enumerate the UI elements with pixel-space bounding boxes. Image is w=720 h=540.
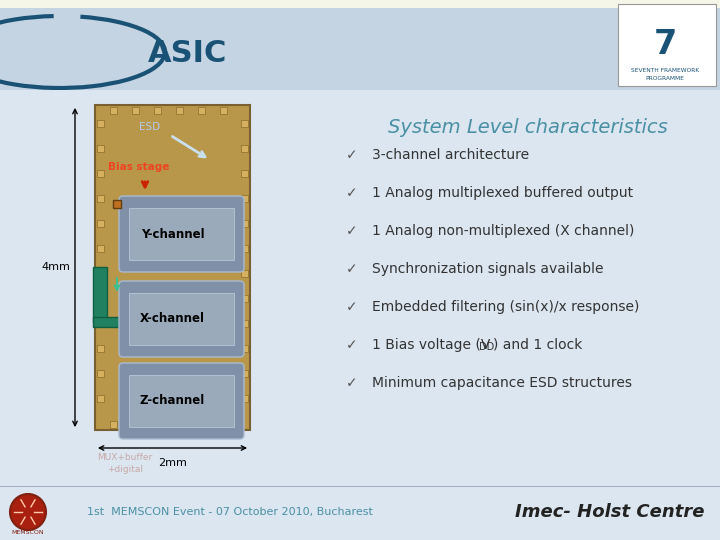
Text: PROGRAMME: PROGRAMME xyxy=(646,76,685,81)
Text: DD: DD xyxy=(479,342,494,352)
Text: Z-channel: Z-channel xyxy=(140,395,205,408)
Bar xyxy=(241,145,248,152)
Bar xyxy=(97,370,104,377)
Bar xyxy=(241,195,248,202)
Bar xyxy=(198,421,205,428)
Text: 1 Analog non-multiplexed (X channel): 1 Analog non-multiplexed (X channel) xyxy=(372,224,634,238)
Bar xyxy=(95,105,250,430)
Text: ✓: ✓ xyxy=(346,262,358,276)
Text: ✓: ✓ xyxy=(346,376,358,390)
Text: Synchronization signals available: Synchronization signals available xyxy=(372,262,603,276)
Bar xyxy=(129,293,234,345)
Text: Imec- Holst Centre: Imec- Holst Centre xyxy=(516,503,705,521)
Bar xyxy=(154,107,161,114)
Bar xyxy=(241,345,248,352)
Bar xyxy=(241,170,248,177)
Text: 3-channel architecture: 3-channel architecture xyxy=(372,148,529,162)
Text: MEMSCON: MEMSCON xyxy=(12,530,45,535)
Circle shape xyxy=(10,494,46,530)
Bar xyxy=(0,8,720,90)
FancyBboxPatch shape xyxy=(119,363,244,439)
Bar xyxy=(618,4,716,86)
Text: 1 Analog multiplexed buffered output: 1 Analog multiplexed buffered output xyxy=(372,186,633,200)
Bar xyxy=(97,170,104,177)
Bar xyxy=(241,120,248,127)
Bar xyxy=(97,270,104,277)
Text: ✓: ✓ xyxy=(346,186,358,200)
Text: 2mm: 2mm xyxy=(158,458,187,468)
Bar xyxy=(0,485,720,540)
Text: SEVENTH FRAMEWORK: SEVENTH FRAMEWORK xyxy=(631,68,699,73)
FancyBboxPatch shape xyxy=(119,196,244,272)
Text: 1st  MEMSCON Event - 07 October 2010, Bucharest: 1st MEMSCON Event - 07 October 2010, Buc… xyxy=(87,507,373,517)
Text: MUX+buffer
+digital: MUX+buffer +digital xyxy=(97,453,153,474)
Bar xyxy=(241,220,248,227)
Bar xyxy=(154,421,161,428)
Bar xyxy=(97,245,104,252)
Bar xyxy=(97,320,104,327)
Bar xyxy=(176,107,183,114)
Bar xyxy=(129,375,234,427)
Bar xyxy=(97,295,104,302)
Bar xyxy=(0,90,720,485)
Text: ✓: ✓ xyxy=(346,300,358,314)
Text: ✓: ✓ xyxy=(346,148,358,162)
Text: Minimum capacitance ESD structures: Minimum capacitance ESD structures xyxy=(372,376,632,390)
Text: ASIC: ASIC xyxy=(148,38,228,68)
Bar xyxy=(110,421,117,428)
Bar xyxy=(93,267,107,322)
Bar xyxy=(198,107,205,114)
Bar xyxy=(97,395,104,402)
Bar xyxy=(241,320,248,327)
Bar xyxy=(132,421,139,428)
Bar xyxy=(93,317,123,327)
Text: Y-channel: Y-channel xyxy=(140,227,204,240)
Bar xyxy=(241,395,248,402)
FancyBboxPatch shape xyxy=(119,281,244,357)
Bar xyxy=(241,245,248,252)
Bar xyxy=(220,421,227,428)
Text: 4mm: 4mm xyxy=(41,262,70,273)
Text: ESD: ESD xyxy=(140,122,161,132)
Bar xyxy=(97,195,104,202)
Bar xyxy=(97,145,104,152)
Text: Embedded filtering (sin(x)/x response): Embedded filtering (sin(x)/x response) xyxy=(372,300,639,314)
Bar xyxy=(241,370,248,377)
Bar xyxy=(129,208,234,260)
Bar xyxy=(97,120,104,127)
Bar xyxy=(132,107,139,114)
Text: 1 Bias voltage (V: 1 Bias voltage (V xyxy=(372,338,490,352)
Text: Bias stage: Bias stage xyxy=(108,162,170,172)
Text: 7: 7 xyxy=(653,28,677,61)
Bar xyxy=(0,0,720,8)
Text: ✓: ✓ xyxy=(346,224,358,238)
Text: System Level characteristics: System Level characteristics xyxy=(388,118,667,137)
Text: X-channel: X-channel xyxy=(140,313,205,326)
Bar xyxy=(110,107,117,114)
Text: ) and 1 clock: ) and 1 clock xyxy=(493,338,582,352)
Ellipse shape xyxy=(350,140,690,440)
Bar xyxy=(241,295,248,302)
Bar xyxy=(113,200,121,208)
Bar xyxy=(176,421,183,428)
Text: ✓: ✓ xyxy=(346,338,358,352)
Bar xyxy=(97,220,104,227)
Bar xyxy=(97,345,104,352)
Bar xyxy=(241,270,248,277)
Bar xyxy=(220,107,227,114)
